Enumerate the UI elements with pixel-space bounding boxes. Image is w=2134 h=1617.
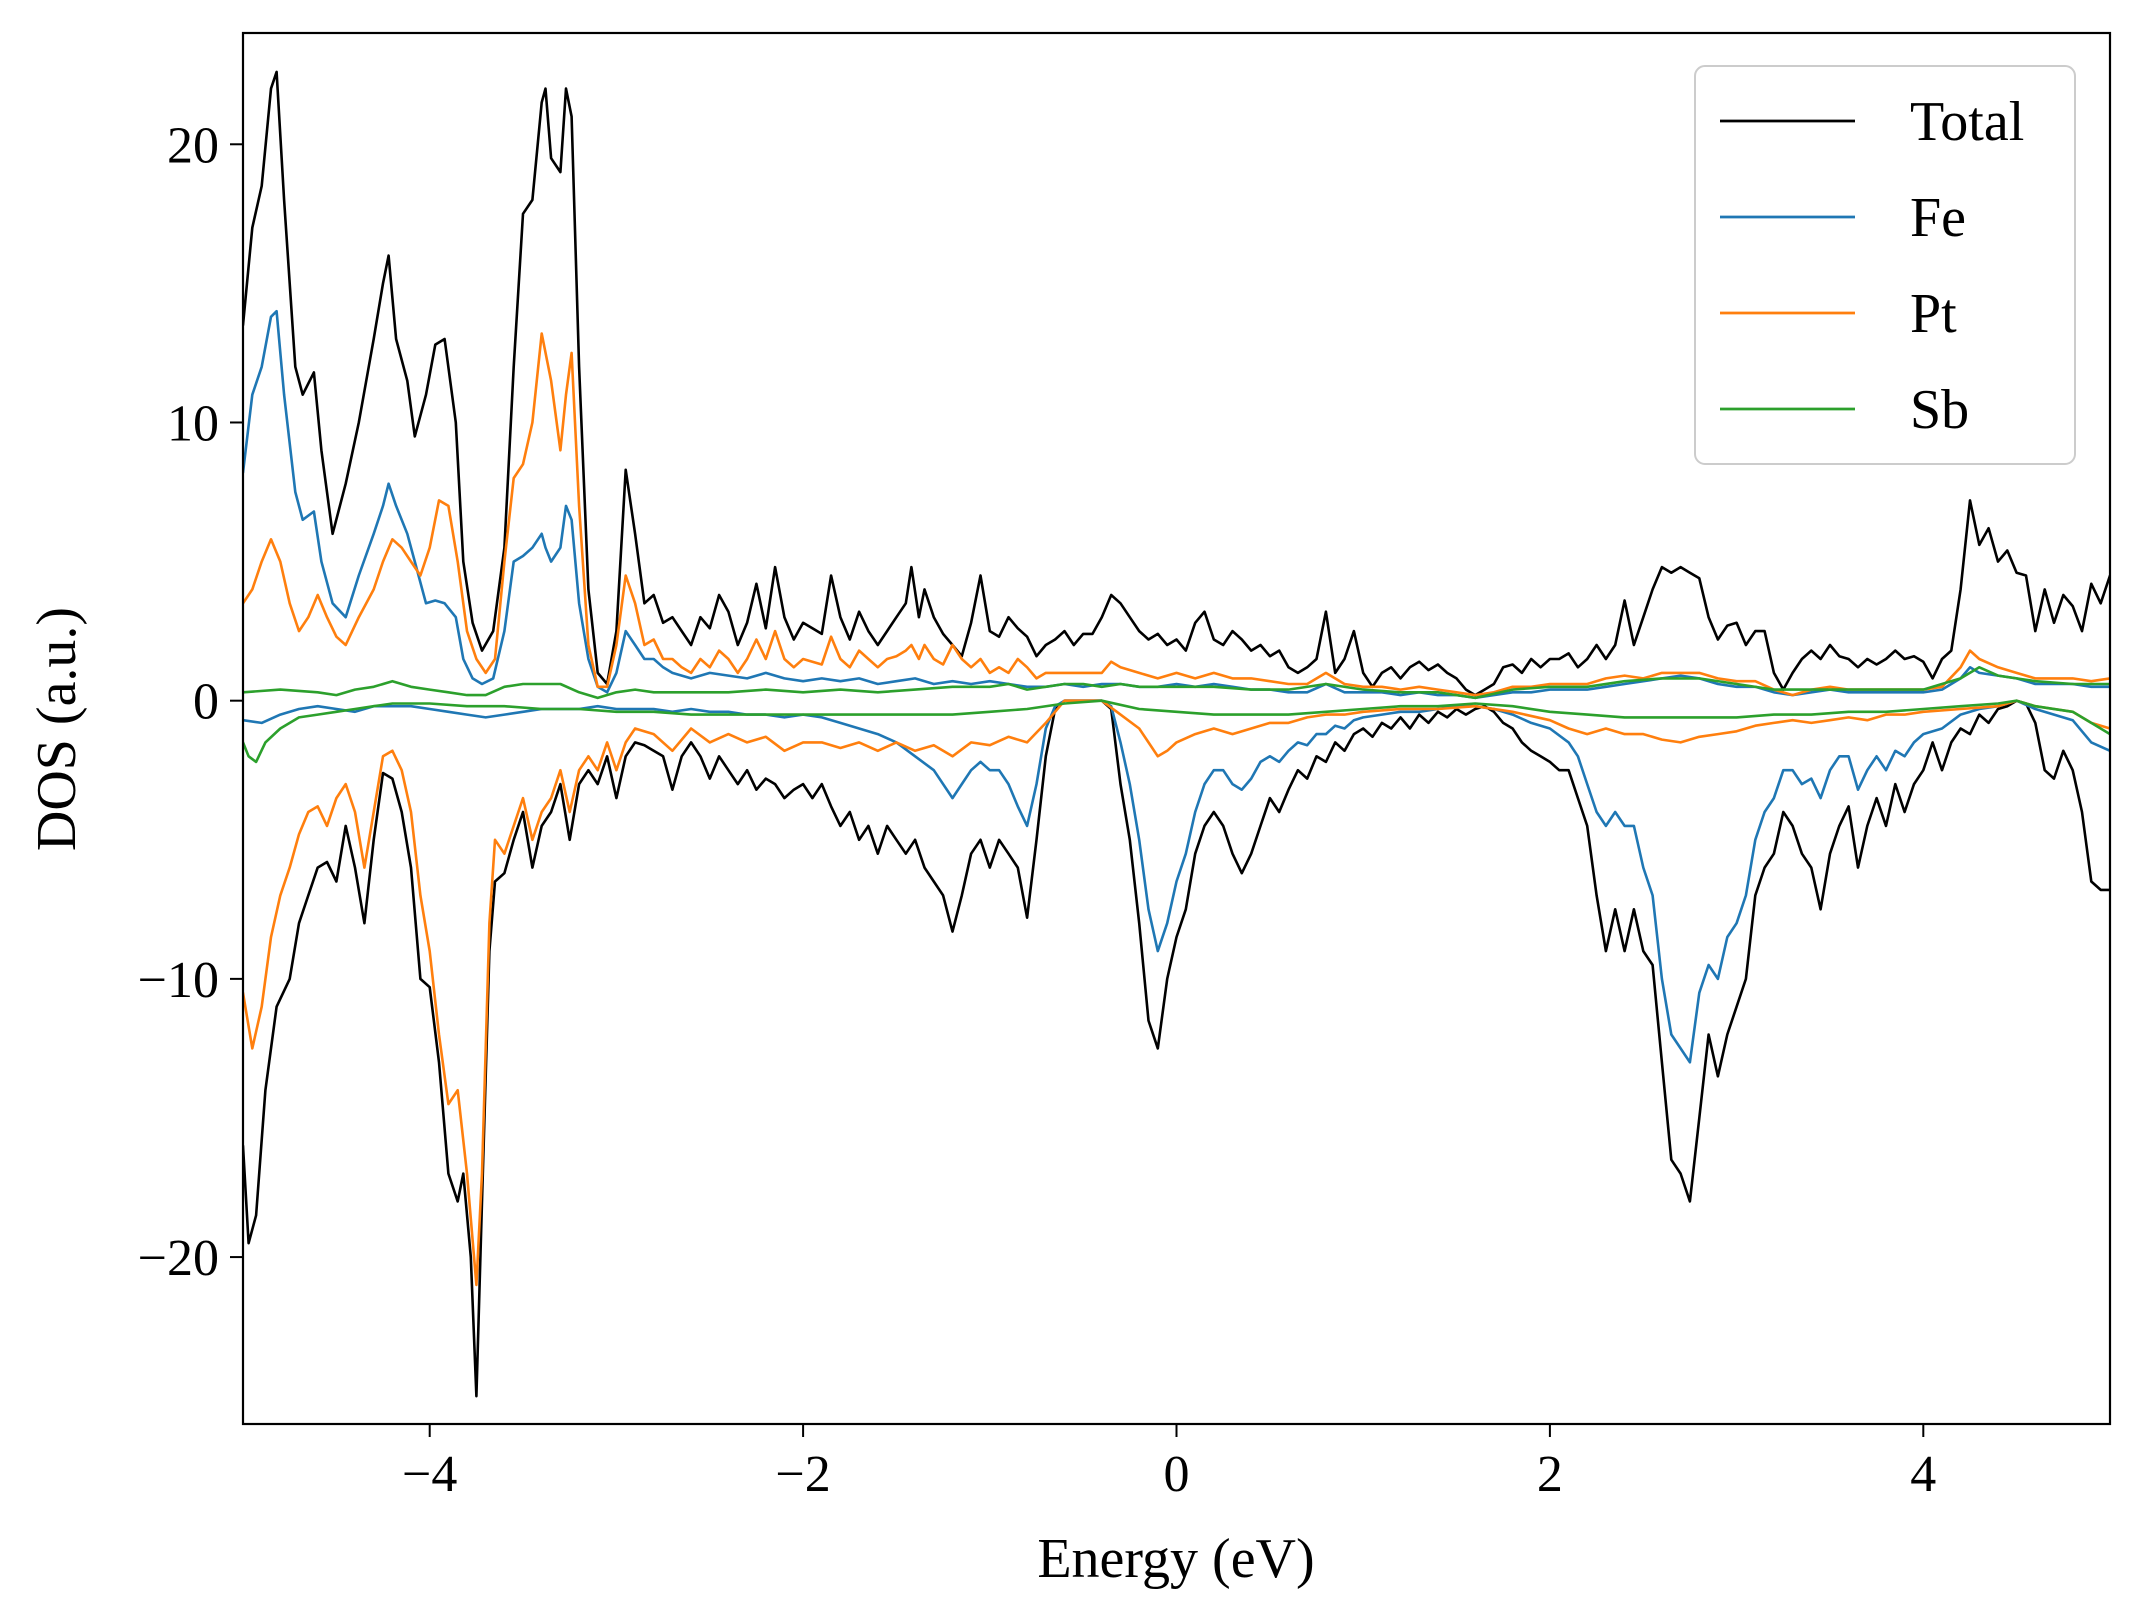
y-tick-label: 0 bbox=[193, 674, 219, 731]
x-tick-label: 2 bbox=[1537, 1446, 1563, 1503]
y-tick-label: −20 bbox=[138, 1230, 219, 1287]
x-axis: −4 −2 0 2 4 bbox=[402, 1424, 1936, 1503]
series-line-fe-up bbox=[243, 309, 2110, 700]
series-line-sb-down bbox=[243, 699, 2110, 764]
y-tick-label: 10 bbox=[167, 395, 219, 452]
x-tick-label: 4 bbox=[1910, 1446, 1936, 1503]
y-tick-label: −10 bbox=[138, 952, 219, 1009]
x-tick-label: −2 bbox=[775, 1446, 830, 1503]
x-tick-label: −4 bbox=[402, 1446, 457, 1503]
series-line-total-down bbox=[243, 699, 2110, 1398]
y-axis-label: DOS (a.u.) bbox=[26, 607, 88, 851]
series-line-pt-down bbox=[243, 699, 2110, 1287]
legend-label-total: Total bbox=[1910, 91, 2024, 153]
legend-label-sb: Sb bbox=[1910, 379, 1969, 441]
legend-label-pt: Pt bbox=[1910, 283, 1957, 345]
series-line-total-up bbox=[243, 70, 2110, 697]
y-axis: −20 −10 0 10 20 bbox=[138, 117, 243, 1287]
series-line-pt-up bbox=[243, 332, 2110, 697]
series-line-sb-up bbox=[243, 666, 2110, 700]
x-tick-label: 0 bbox=[1164, 1446, 1190, 1503]
legend: Total Fe Pt Sb bbox=[1694, 65, 2076, 465]
legend-label-fe: Fe bbox=[1910, 187, 1966, 249]
series-layer bbox=[243, 70, 2110, 1398]
legend-box bbox=[1694, 65, 2076, 465]
y-tick-label: 20 bbox=[167, 117, 219, 174]
x-axis-label: Energy (eV) bbox=[1037, 1528, 1314, 1590]
series-line-fe-down bbox=[243, 699, 2110, 1064]
